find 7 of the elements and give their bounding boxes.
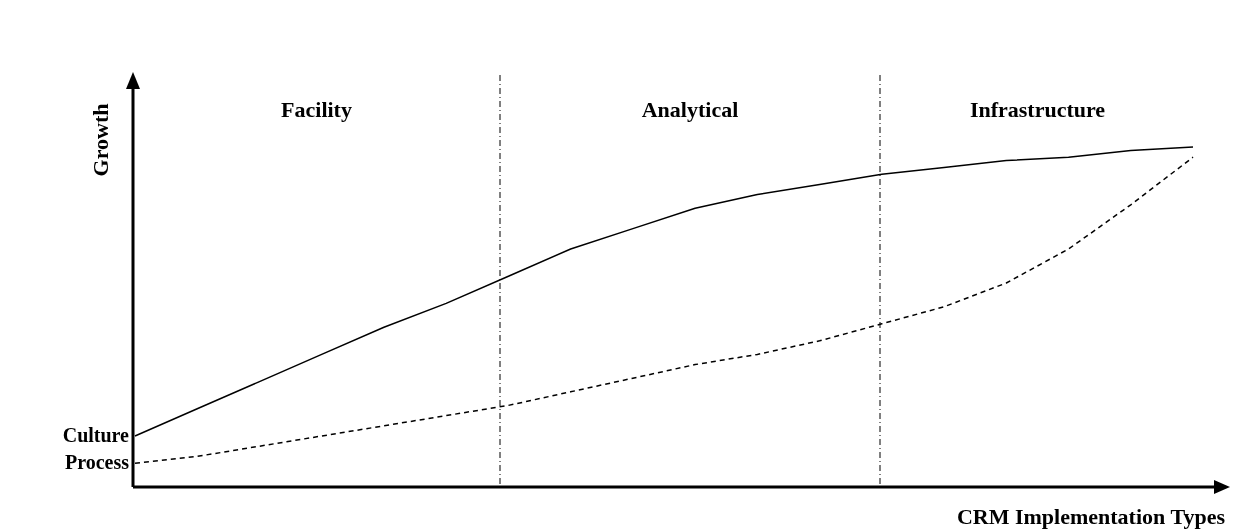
text: Facility [281,97,352,122]
x-axis-title: CRM Implementation Types [956,504,1226,529]
y-axis-title: Growth [88,103,113,177]
series-label: Process [64,451,130,474]
text: Analytical [641,97,739,122]
series-label: Culture [62,424,130,446]
text: Infrastructure [969,97,1106,122]
